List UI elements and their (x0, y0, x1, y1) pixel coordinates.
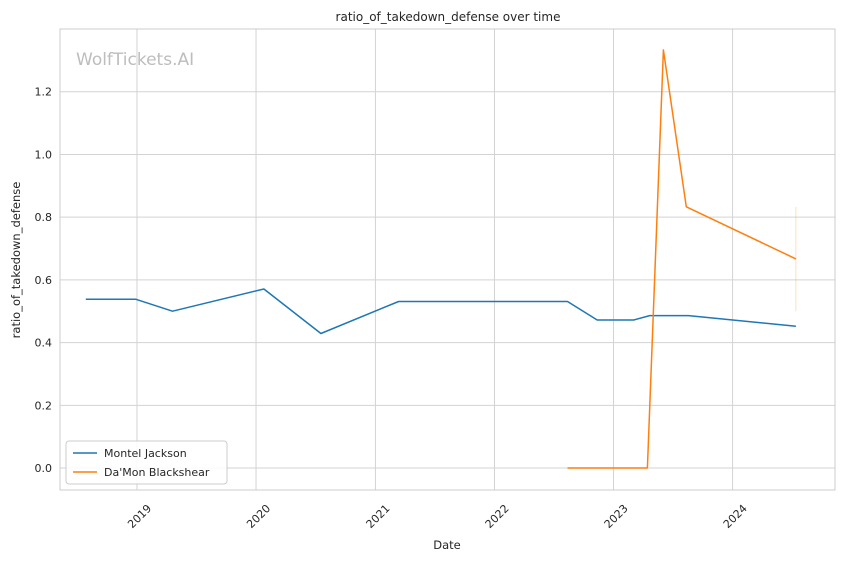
legend-label-damon-blackshear: Da'Mon Blackshear (104, 466, 210, 479)
y-tick-label: 0.0 (35, 462, 53, 475)
series-lines (85, 49, 797, 469)
y-tick-labels: 0.0 0.2 0.4 0.6 0.8 1.0 1.2 (35, 86, 53, 475)
legend-label-montel-jackson: Montel Jackson (104, 447, 187, 460)
legend-box (65, 440, 228, 485)
y-tick-label: 0.6 (35, 274, 53, 287)
watermark: WolfTickets.AI (76, 50, 194, 70)
series-line-1 (567, 49, 797, 469)
x-axis-title: Date (433, 538, 461, 552)
chart-title: ratio_of_takedown_defense over time (336, 10, 561, 24)
y-tick-label: 0.8 (35, 211, 53, 224)
y-tick-label: 1.0 (35, 148, 53, 161)
grid (60, 29, 835, 490)
legend: Montel Jackson Da'Mon Blackshear (65, 440, 228, 485)
y-axis-title: ratio_of_takedown_defense (9, 182, 23, 339)
plot-area-border (59, 28, 836, 491)
x-tick-label: 2020 (244, 502, 273, 531)
x-tick-label: 2023 (602, 502, 631, 531)
y-tick-label: 0.4 (35, 337, 53, 350)
series-line-0 (85, 288, 796, 335)
y-tick-label: 1.2 (35, 86, 53, 99)
x-tick-label: 2022 (483, 502, 512, 531)
x-tick-label: 2021 (364, 502, 393, 531)
x-tick-labels: 2019 2020 2021 2022 2023 2024 (125, 502, 750, 531)
x-tick-label: 2024 (721, 502, 750, 531)
y-tick-label: 0.2 (35, 399, 53, 412)
x-tick-label: 2019 (125, 502, 154, 531)
